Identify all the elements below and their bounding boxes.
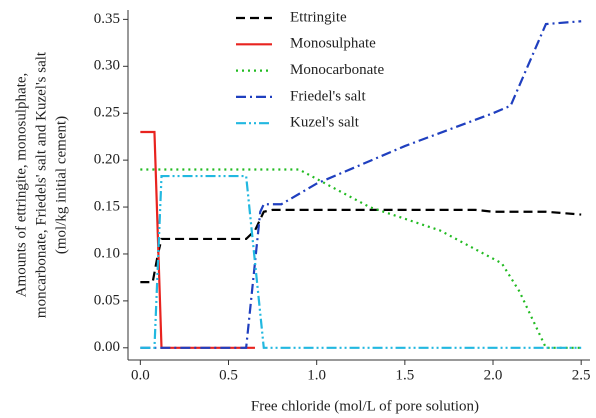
y-tick-label: 0.05 xyxy=(94,292,120,308)
y-tick-label: 0.35 xyxy=(94,11,120,27)
legend-label: Ettringite xyxy=(290,9,347,25)
y-tick-label: 0.30 xyxy=(94,58,120,74)
legend-label: Kuzel's salt xyxy=(290,115,360,131)
legend-label: Monocarbonate xyxy=(290,62,384,78)
x-tick-label: 2.5 xyxy=(572,367,591,383)
legend-label: Monosulphate xyxy=(290,36,376,52)
x-tick-label: 0.5 xyxy=(219,367,238,383)
y-axis-label-line: moncarbonate, Friedels' salt and Kuzel's… xyxy=(33,51,49,318)
x-tick-label: 0.0 xyxy=(131,367,150,383)
series-line xyxy=(140,20,582,349)
legend-label: Friedel's salt xyxy=(290,88,366,104)
x-axis-label: Free chloride (mol/L of pore solution) xyxy=(251,398,479,414)
y-tick-label: 0.10 xyxy=(94,245,120,261)
y-tick-label: 0.25 xyxy=(94,105,120,121)
y-axis-label-line: Amounts of ettringite, monosulphate, xyxy=(13,73,29,298)
series-line xyxy=(140,208,582,284)
y-tick-label: 0.15 xyxy=(94,198,120,214)
y-tick-label: 0.20 xyxy=(94,152,120,168)
series-line xyxy=(140,168,582,349)
x-tick-label: 2.0 xyxy=(484,367,503,383)
series-line xyxy=(140,174,582,349)
y-axis-label: Amounts of ettringite, monosulphate, mon… xyxy=(13,51,69,318)
y-axis-label-line: (mol/kg initial cement) xyxy=(53,116,69,254)
y-tick-label: 0.00 xyxy=(94,339,120,355)
x-tick-label: 1.5 xyxy=(395,367,414,383)
x-tick-label: 1.0 xyxy=(307,367,326,383)
